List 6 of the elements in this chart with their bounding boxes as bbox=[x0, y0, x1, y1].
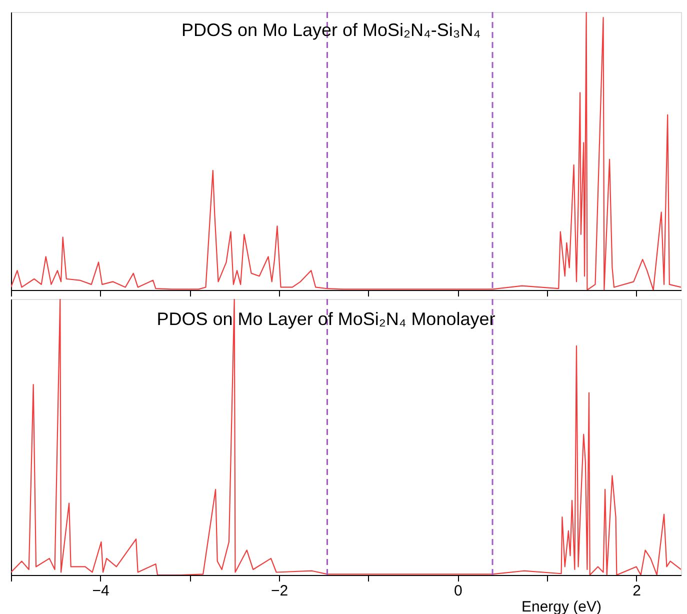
chart-title: PDOS on Mo Layer of MoSi₂N₄-Si₃N₄ bbox=[181, 20, 481, 40]
x-tick-label: −4 bbox=[92, 582, 110, 600]
x-tick-label: 0 bbox=[454, 582, 462, 600]
x-tick-label: 2 bbox=[632, 582, 642, 600]
x-tick-label: −2 bbox=[270, 582, 288, 600]
text: PDOS on Mo Layer of MoSi₂N₄ Monolayer bbox=[156, 309, 496, 329]
